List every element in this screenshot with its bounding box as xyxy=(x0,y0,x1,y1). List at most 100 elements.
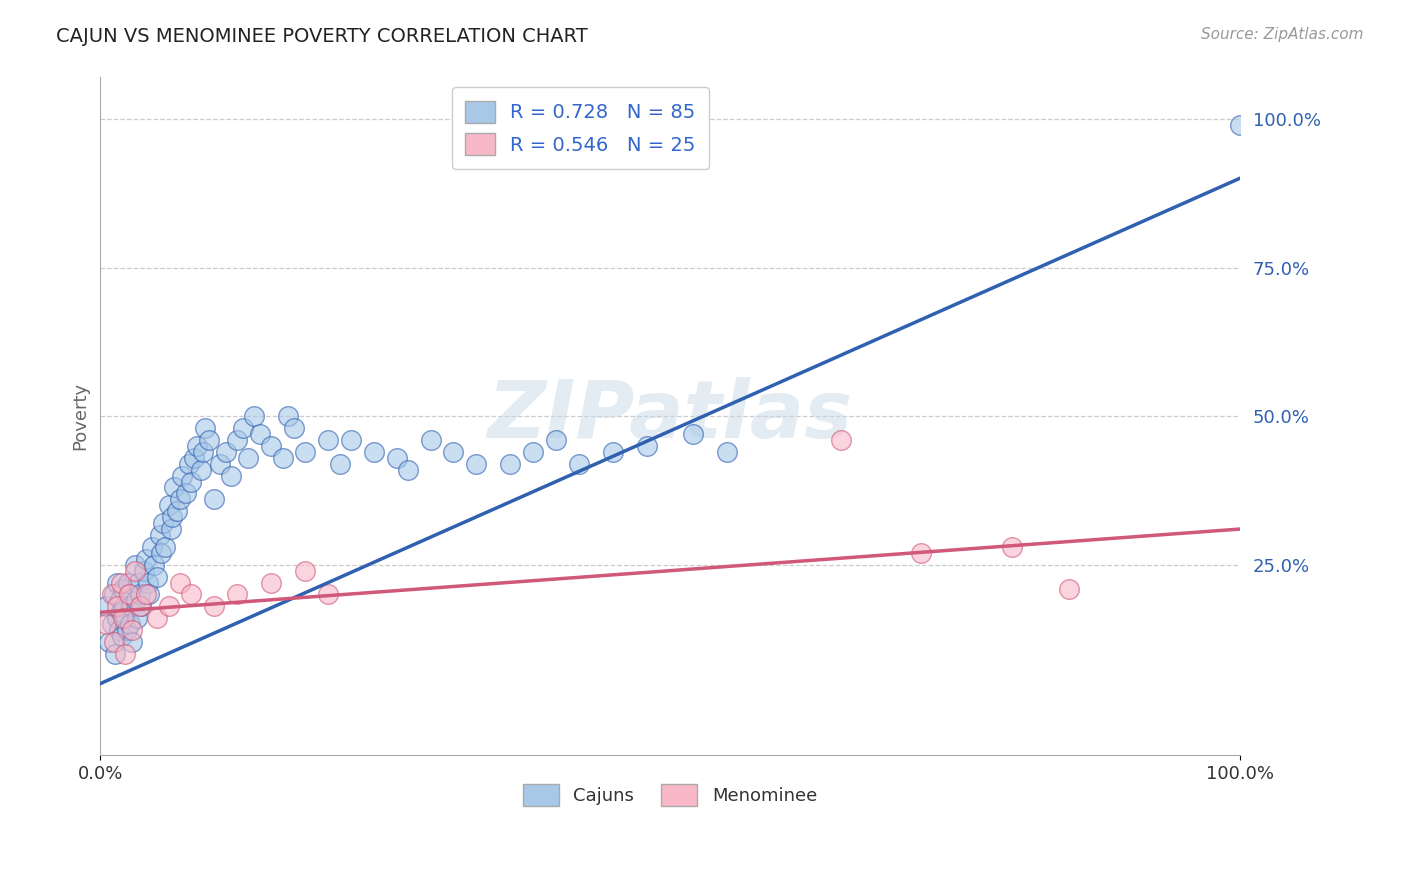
Point xyxy=(443,445,465,459)
Point xyxy=(124,564,146,578)
Point xyxy=(186,439,208,453)
Point xyxy=(522,445,544,459)
Point xyxy=(120,599,142,614)
Point xyxy=(103,635,125,649)
Point xyxy=(166,504,188,518)
Point xyxy=(499,457,522,471)
Point xyxy=(260,439,283,453)
Point xyxy=(135,587,157,601)
Point xyxy=(232,421,254,435)
Text: CAJUN VS MENOMINEE POVERTY CORRELATION CHART: CAJUN VS MENOMINEE POVERTY CORRELATION C… xyxy=(56,27,588,45)
Point xyxy=(127,575,149,590)
Point xyxy=(602,445,624,459)
Point xyxy=(146,569,169,583)
Point xyxy=(636,439,658,453)
Point xyxy=(716,445,738,459)
Point xyxy=(277,409,299,424)
Point xyxy=(141,540,163,554)
Point xyxy=(124,593,146,607)
Point xyxy=(174,486,197,500)
Legend: Cajuns, Menominee: Cajuns, Menominee xyxy=(516,777,824,814)
Point xyxy=(111,629,134,643)
Point xyxy=(107,623,129,637)
Point xyxy=(114,647,136,661)
Point xyxy=(117,575,139,590)
Point xyxy=(221,468,243,483)
Point xyxy=(112,611,135,625)
Point xyxy=(118,587,141,601)
Point xyxy=(115,623,138,637)
Point xyxy=(107,575,129,590)
Point xyxy=(110,605,132,619)
Point xyxy=(118,617,141,632)
Point xyxy=(202,599,225,614)
Point xyxy=(271,450,294,465)
Point xyxy=(283,421,305,435)
Point xyxy=(121,623,143,637)
Point xyxy=(131,599,153,614)
Point xyxy=(329,457,352,471)
Point xyxy=(544,433,567,447)
Point xyxy=(160,510,183,524)
Point xyxy=(1001,540,1024,554)
Point xyxy=(94,617,117,632)
Point xyxy=(138,587,160,601)
Point xyxy=(260,575,283,590)
Point xyxy=(100,587,122,601)
Point xyxy=(316,587,339,601)
Point xyxy=(682,427,704,442)
Point xyxy=(465,457,488,471)
Point xyxy=(129,587,152,601)
Text: Source: ZipAtlas.com: Source: ZipAtlas.com xyxy=(1201,27,1364,42)
Point xyxy=(94,599,117,614)
Point xyxy=(107,599,129,614)
Point xyxy=(202,492,225,507)
Point xyxy=(385,450,408,465)
Point xyxy=(98,635,121,649)
Point xyxy=(118,587,141,601)
Point xyxy=(107,611,129,625)
Point xyxy=(124,558,146,572)
Point xyxy=(180,587,202,601)
Point xyxy=(190,463,212,477)
Point xyxy=(910,546,932,560)
Point xyxy=(830,433,852,447)
Point xyxy=(179,457,201,471)
Point xyxy=(112,599,135,614)
Point xyxy=(108,593,131,607)
Point xyxy=(340,433,363,447)
Y-axis label: Poverty: Poverty xyxy=(72,382,89,450)
Point xyxy=(194,421,217,435)
Point xyxy=(103,587,125,601)
Point xyxy=(363,445,385,459)
Point xyxy=(180,475,202,489)
Point xyxy=(112,582,135,596)
Point xyxy=(172,468,194,483)
Point xyxy=(157,599,180,614)
Point xyxy=(160,522,183,536)
Point xyxy=(243,409,266,424)
Point xyxy=(104,647,127,661)
Point xyxy=(183,450,205,465)
Point xyxy=(163,481,186,495)
Point xyxy=(191,445,214,459)
Point xyxy=(110,575,132,590)
Point xyxy=(214,445,236,459)
Point xyxy=(568,457,591,471)
Point xyxy=(135,551,157,566)
Text: ZIPatlas: ZIPatlas xyxy=(488,377,852,455)
Point xyxy=(152,516,174,530)
Point xyxy=(316,433,339,447)
Point xyxy=(132,564,155,578)
Point xyxy=(149,546,172,560)
Point xyxy=(396,463,419,477)
Point xyxy=(129,599,152,614)
Point xyxy=(226,433,249,447)
Point xyxy=(197,433,219,447)
Point xyxy=(226,587,249,601)
Point xyxy=(294,445,316,459)
Point xyxy=(121,635,143,649)
Point xyxy=(208,457,231,471)
Point xyxy=(149,528,172,542)
Point xyxy=(169,575,191,590)
